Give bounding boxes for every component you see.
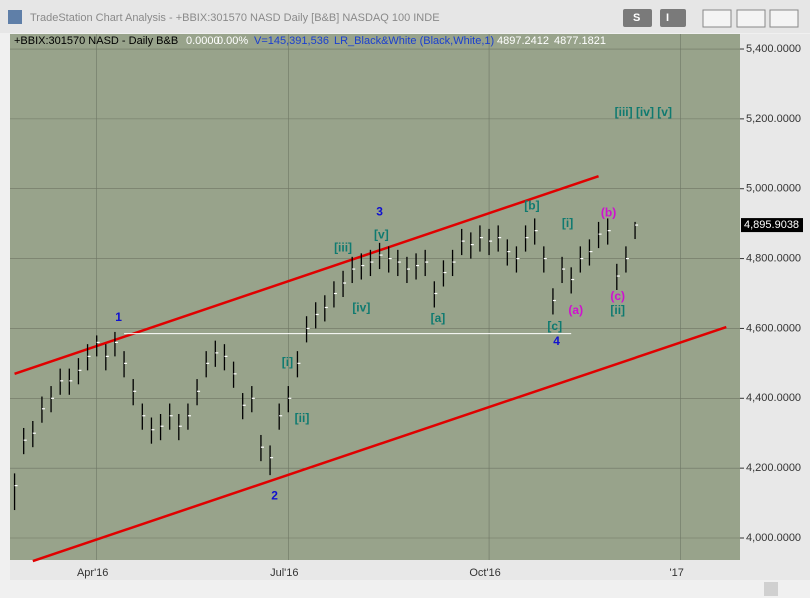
wave-label: 2 [271, 488, 278, 502]
wave-label: [i] [282, 355, 293, 369]
scroll-thumb[interactable] [764, 582, 778, 596]
y-tick-label: 5,400.0000 [746, 43, 801, 55]
wave-label: [c] [547, 319, 562, 333]
wave-label: [iii] [iv] [v] [615, 105, 672, 119]
info-text: 0.0000 [186, 35, 220, 47]
info-text: 0.00% [217, 35, 248, 47]
info-text: LR_Black&White (Black,White,1) [334, 35, 494, 47]
y-tick-label: 5,200.0000 [746, 113, 801, 125]
time-axis [10, 560, 740, 580]
last-price-tag [741, 218, 803, 233]
wave-label: [ii] [610, 303, 625, 317]
x-tick-label: '17 [670, 567, 684, 579]
wave-label: [iv] [352, 300, 370, 314]
wave-label: 3 [376, 204, 383, 218]
last-price-label: 4,895.9038 [744, 219, 799, 231]
x-tick-label: Apr'16 [77, 567, 108, 579]
style-button-label: S [633, 12, 640, 24]
info-text: V=145,391,536 [254, 35, 329, 47]
y-tick-label: 4,000.0000 [746, 532, 801, 544]
wave-label: (a) [568, 303, 583, 317]
y-tick-label: 4,600.0000 [746, 322, 801, 334]
y-tick-label: 4,200.0000 [746, 462, 801, 474]
plot-area [10, 34, 740, 560]
trend-line [14, 174, 599, 376]
minimize-button[interactable] [702, 9, 732, 28]
wave-label: [i] [562, 216, 573, 230]
style-button[interactable] [623, 9, 652, 27]
window-title: TradeStation Chart Analysis - +BBIX:3015… [30, 12, 440, 24]
insert-button[interactable] [660, 9, 686, 27]
y-tick-label: 5,000.0000 [746, 183, 801, 195]
info-text: 4877.1821 [554, 35, 606, 47]
wave-label: [ii] [295, 411, 310, 425]
x-tick-label: Oct'16 [469, 567, 500, 579]
x-tick-label: Jul'16 [270, 567, 298, 579]
y-tick-label: 4,400.0000 [746, 392, 801, 404]
info-text: 4897.2412 [497, 35, 549, 47]
app-icon [8, 10, 22, 24]
maximize-button[interactable] [736, 9, 766, 28]
wave-label: (c) [610, 289, 625, 303]
wave-label: (b) [601, 205, 616, 219]
wave-label: [v] [374, 227, 389, 241]
insert-button-label: I [666, 12, 669, 24]
wave-label: [b] [524, 198, 539, 212]
wave-label: 1 [115, 310, 122, 324]
wave-label: [a] [431, 311, 446, 325]
info-text: +BBIX:301570 NASD - Daily B&B [14, 35, 178, 47]
y-tick-label: 4,800.0000 [746, 252, 801, 264]
trend-line [32, 325, 727, 563]
wave-label: [iii] [334, 240, 352, 254]
price-axis [740, 34, 810, 580]
scroll-bar[interactable] [10, 580, 810, 598]
wave-label: 4 [553, 334, 560, 348]
close-button[interactable] [769, 9, 799, 28]
